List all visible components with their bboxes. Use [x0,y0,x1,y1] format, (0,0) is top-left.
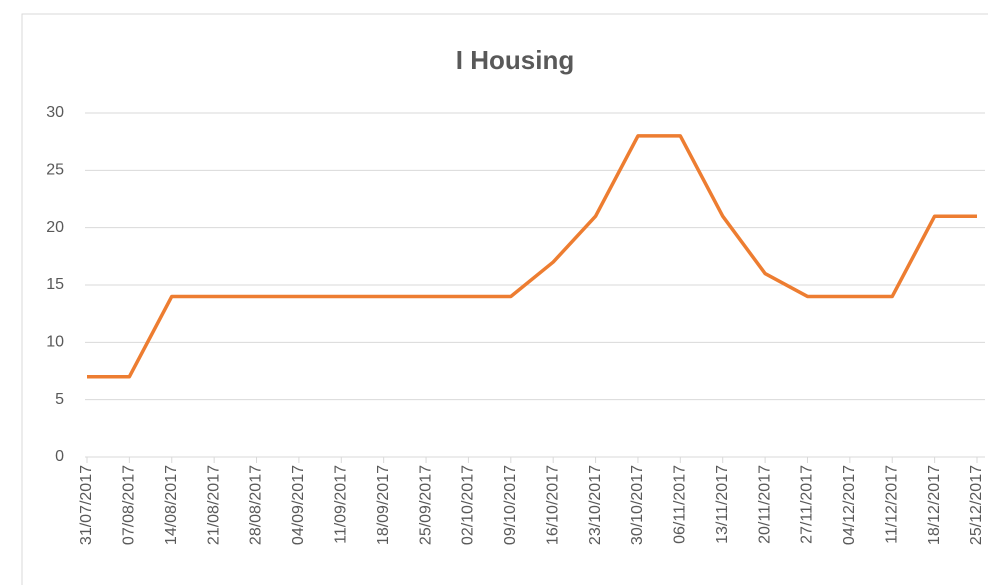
chart-title: I Housing [456,45,574,75]
line-series [87,134,977,379]
x-tick-label: 06/11/2017 [672,465,689,544]
x-tick-label: 20/11/2017 [756,465,773,544]
chart-border [21,13,988,585]
x-tick-label: 18/09/2017 [375,465,392,545]
x-tick-label: 07/08/2017 [121,465,138,545]
x-tick-label: 04/12/2017 [841,465,858,545]
y-tick-label: 0 [55,448,64,465]
x-tick-label: 04/09/2017 [290,465,307,545]
x-tick-label: 21/08/2017 [205,465,222,545]
x-tick-label: 16/10/2017 [544,465,561,545]
x-tick-label: 11/09/2017 [333,465,350,544]
x-tick-label: 14/08/2017 [163,465,180,545]
y-tick-label: 10 [46,334,64,351]
x-tick-label: 27/11/2017 [799,465,816,544]
y-tick-label: 15 [46,276,64,293]
y-tick-label: 5 [55,391,64,408]
x-tick-label: 25/12/2017 [968,465,985,545]
x-tick-label: 28/08/2017 [248,465,265,545]
x-tick-label: 18/12/2017 [926,465,943,545]
x-tick-label: 31/07/2017 [78,465,95,545]
x-tick-label: 11/12/2017 [883,465,900,544]
y-tick-label: 30 [46,104,64,121]
x-tick-label: 25/09/2017 [417,465,434,545]
y-tick-label: 20 [46,219,64,236]
x-tick-label: 13/11/2017 [714,465,731,544]
y-tick-label: 25 [46,162,64,179]
x-tick-label: 02/10/2017 [460,465,477,545]
x-tick-label: 23/10/2017 [587,465,604,545]
x-tick-label: 30/10/2017 [629,465,646,545]
x-tick-label: 09/10/2017 [502,465,519,545]
